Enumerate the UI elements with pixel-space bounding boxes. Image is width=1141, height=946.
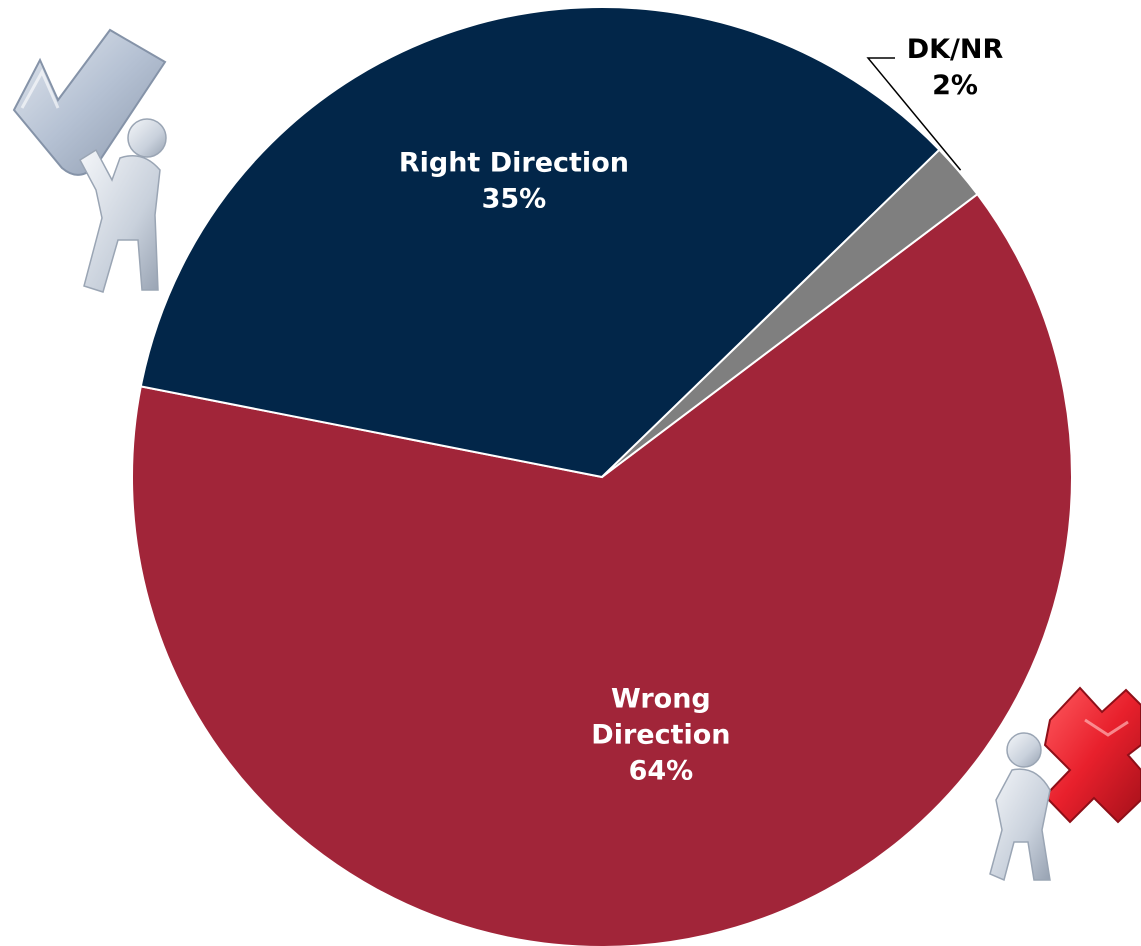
person-carrying-red-x-icon (989, 686, 1141, 882)
pie-category-wrong-direction: Direction (591, 720, 730, 751)
leader-line-dk-nr (866, 57, 962, 171)
pie-slice-right-direction (139, 5, 941, 479)
pie-labels: Wrong Direction 64% Right Direction 35% DK/NR… (399, 34, 1004, 787)
pie-value-wrong-direction: 64% (629, 756, 694, 787)
pie-label-right-direction: Right Direction 35% (399, 148, 629, 215)
pie-slice-dk-nr (601, 148, 979, 478)
pie-category-dk-nr: DK/NR (907, 34, 1004, 65)
pie-value-right-direction: 35% (482, 184, 547, 215)
pie-slice-wrong-direction (130, 192, 1073, 946)
pie-category-right-direction: Right Direction (399, 148, 629, 179)
pie-category-wrong-direction: Wrong (611, 684, 711, 715)
pie-slices (130, 5, 1073, 946)
person-carrying-checkmark-icon (12, 28, 167, 293)
pie-label-dk-nr: DK/NR 2% (907, 34, 1004, 101)
pie-label-wrong-direction: Wrong Direction 64% (591, 684, 730, 787)
pie-value-dk-nr: 2% (932, 70, 978, 101)
